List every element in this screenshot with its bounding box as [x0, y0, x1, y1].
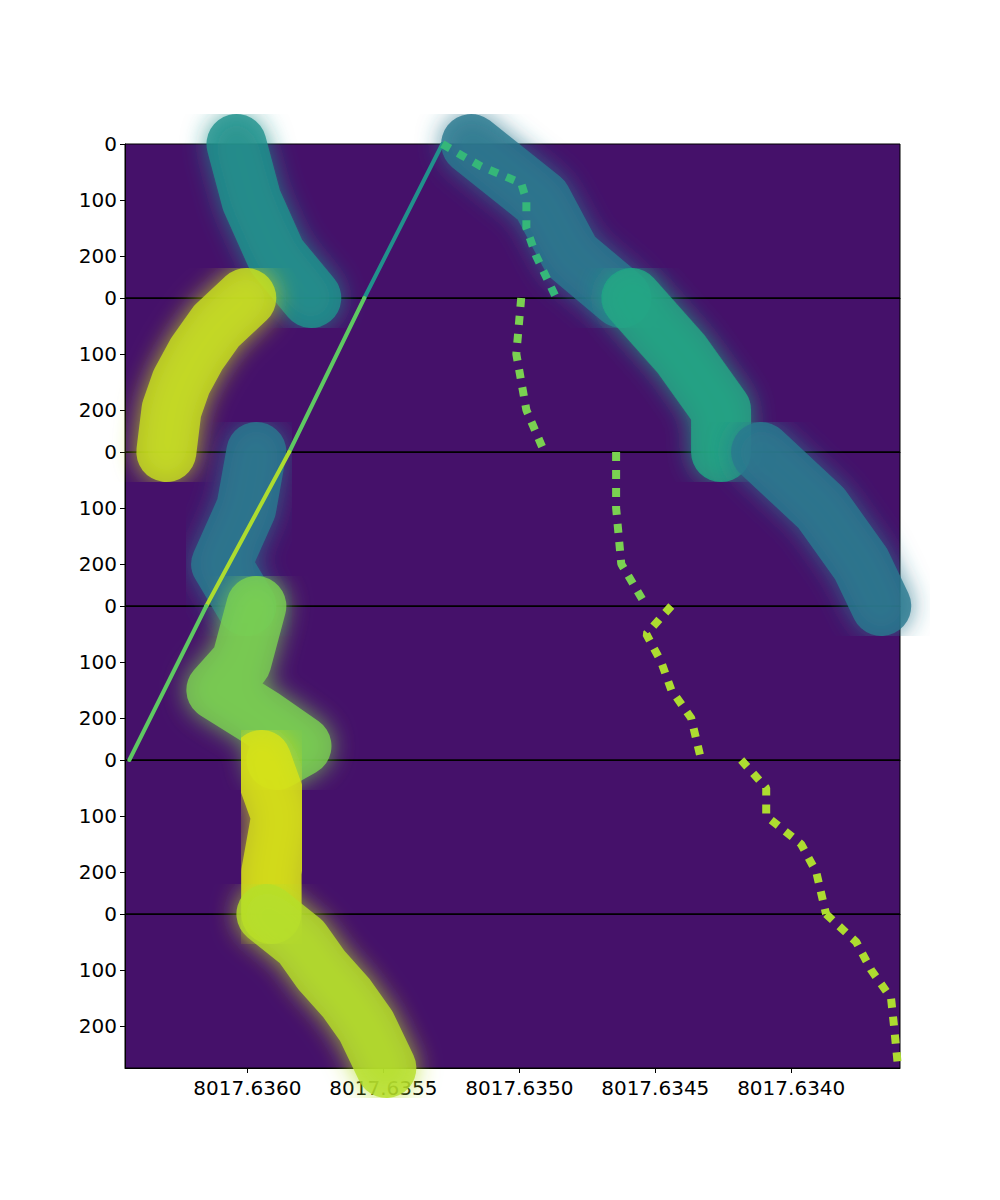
- svg-text:100: 100: [79, 958, 117, 982]
- svg-text:100: 100: [79, 188, 117, 212]
- svg-text:100: 100: [79, 342, 117, 366]
- svg-text:8017.6345: 8017.6345: [601, 1076, 709, 1100]
- svg-text:0: 0: [104, 748, 117, 772]
- svg-text:8017.6340: 8017.6340: [737, 1076, 845, 1100]
- svg-text:200: 200: [79, 552, 117, 576]
- svg-text:200: 200: [79, 398, 117, 422]
- svg-text:100: 100: [79, 804, 117, 828]
- svg-text:200: 200: [79, 860, 117, 884]
- svg-text:0: 0: [104, 440, 117, 464]
- svg-text:200: 200: [79, 706, 117, 730]
- svg-text:0: 0: [104, 594, 117, 618]
- svg-text:200: 200: [79, 244, 117, 268]
- svg-text:100: 100: [79, 650, 117, 674]
- svg-text:8017.6360: 8017.6360: [193, 1076, 301, 1100]
- svg-text:100: 100: [79, 496, 117, 520]
- svg-text:0: 0: [104, 286, 117, 310]
- svg-text:0: 0: [104, 132, 117, 156]
- svg-text:200: 200: [79, 1014, 117, 1038]
- svg-text:0: 0: [104, 902, 117, 926]
- svg-text:8017.6350: 8017.6350: [465, 1076, 573, 1100]
- svg-text:8017.6355: 8017.6355: [329, 1076, 438, 1100]
